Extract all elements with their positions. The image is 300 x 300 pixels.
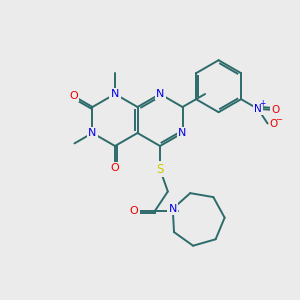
Text: O: O	[269, 118, 278, 128]
Text: N: N	[88, 128, 97, 138]
Text: N: N	[178, 128, 187, 138]
Text: N: N	[169, 204, 177, 214]
Text: O: O	[271, 105, 280, 115]
Text: O: O	[130, 206, 138, 216]
Text: N: N	[254, 104, 262, 114]
Text: N: N	[156, 89, 164, 99]
Text: O: O	[111, 163, 119, 173]
Text: N: N	[111, 89, 119, 99]
Text: S: S	[156, 163, 164, 176]
Text: −: −	[275, 115, 282, 124]
Text: +: +	[259, 99, 265, 108]
Text: O: O	[69, 91, 78, 101]
